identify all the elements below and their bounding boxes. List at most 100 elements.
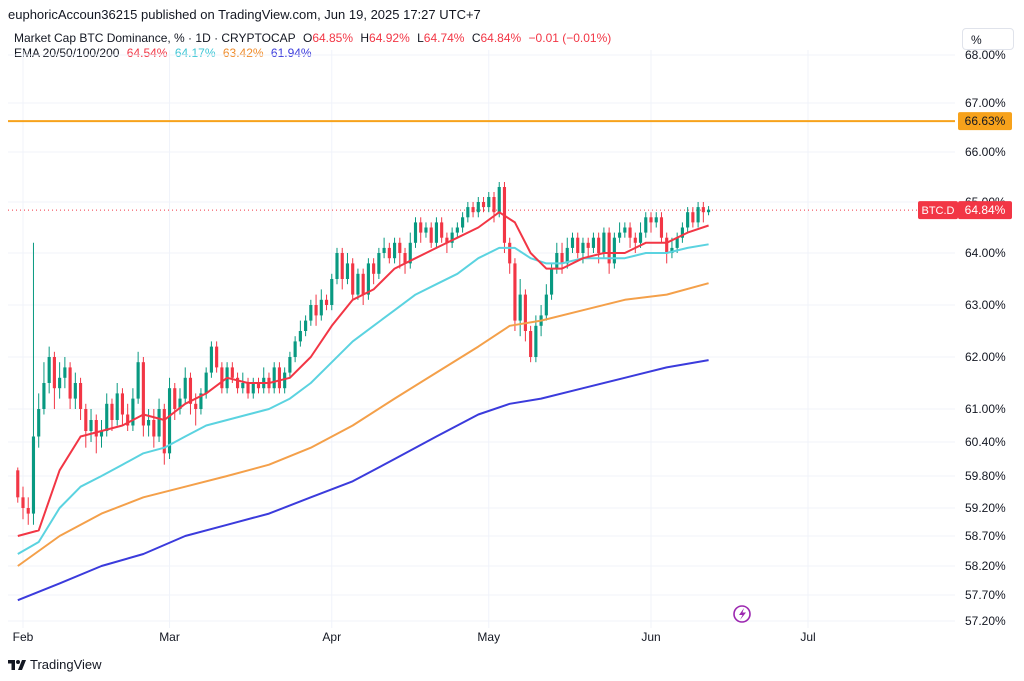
y-tick-label: 57.20% — [965, 614, 1006, 628]
candle-body — [147, 420, 151, 426]
candle-body — [58, 377, 62, 389]
candle-body — [518, 294, 522, 321]
candle-body — [309, 305, 313, 321]
legend-ema100: 63.42% — [222, 46, 264, 60]
candle-body — [691, 212, 695, 223]
candle-body — [481, 202, 486, 208]
ema200-line — [17, 359, 709, 602]
candle-body — [450, 232, 454, 243]
legend-ema50: 64.17% — [174, 46, 216, 60]
horizontal-line-group — [8, 120, 955, 211]
candle-body — [602, 232, 606, 253]
candle-body — [178, 398, 182, 409]
candle-body — [47, 357, 51, 383]
candle-body — [21, 497, 25, 508]
x-tick-label: Feb — [13, 630, 34, 644]
symbol-tag: BTC.D — [922, 205, 955, 217]
candle-body — [31, 436, 36, 514]
candle-body — [471, 207, 475, 213]
candle-body — [63, 367, 67, 378]
candle-body — [544, 294, 548, 316]
candle-body — [497, 187, 501, 213]
candle-body — [659, 217, 664, 238]
legend-h-value: 64.92% — [369, 31, 410, 45]
candle-body — [633, 237, 637, 243]
candle-body — [99, 431, 104, 437]
candle-body — [654, 217, 658, 223]
last-price-tag-bg — [958, 201, 1012, 220]
candle-body — [162, 409, 166, 454]
candle-body — [534, 325, 538, 357]
candle-body — [408, 242, 412, 264]
candle-body — [680, 227, 684, 238]
flash-icon[interactable] — [733, 605, 751, 623]
candle-body — [340, 253, 344, 279]
candle-body — [115, 393, 119, 420]
candle-body — [413, 222, 418, 243]
candle-body — [466, 207, 470, 218]
candle-body — [586, 242, 590, 248]
x-tick-label: Jun — [641, 630, 660, 644]
candle-body — [555, 253, 559, 269]
candle-body — [377, 253, 381, 274]
legend-change: −0.01 (−0.01%) — [528, 31, 612, 45]
candle-body — [26, 508, 30, 514]
candle-body — [68, 367, 72, 399]
candle-body — [618, 232, 622, 238]
y-tick-label: 60.40% — [965, 435, 1006, 449]
candle-body — [565, 247, 569, 264]
y-tick-label: 58.20% — [965, 559, 1006, 573]
candle-body — [392, 242, 397, 259]
candle-body — [136, 362, 140, 399]
candle-body — [335, 253, 339, 279]
candle-body — [434, 222, 439, 243]
legend-o-label: O — [302, 31, 313, 45]
candle-body — [665, 237, 669, 253]
candle-body — [372, 263, 376, 274]
candle-body — [387, 247, 391, 259]
candle-body — [314, 305, 318, 316]
candle-body — [403, 253, 407, 264]
candle-body — [73, 383, 77, 399]
candle-body — [251, 383, 255, 394]
legend-h-label: H — [360, 31, 370, 45]
candle-body — [304, 320, 308, 331]
scale-unit-button[interactable]: % — [962, 28, 1014, 50]
ema50-line — [17, 243, 709, 555]
x-tick-label: Jul — [800, 630, 815, 644]
candle-body — [591, 237, 596, 248]
y-tick-label: 59.80% — [965, 469, 1006, 483]
candle-body — [84, 409, 88, 431]
candle-body — [686, 212, 690, 228]
candle-body — [607, 232, 611, 264]
candle-body — [560, 253, 564, 264]
candle-body — [581, 242, 585, 253]
hline-price-tag: 66.63% — [965, 114, 1006, 128]
candle-body — [94, 420, 98, 437]
candle-body — [330, 279, 334, 305]
candle-body — [706, 209, 711, 213]
candle-body — [194, 403, 198, 409]
candle-body — [345, 263, 350, 279]
y-tick-label: 66.00% — [965, 145, 1006, 159]
legend-ema-label: EMA 20/50/100/200 — [14, 46, 120, 60]
candle-body — [576, 237, 580, 253]
legend-title-row: Market Cap BTC Dominance, % · 1D · CRYPT… — [14, 31, 611, 46]
y-tick-label: 58.70% — [965, 529, 1006, 543]
y-tick-label: 57.70% — [965, 588, 1006, 602]
legend-ema200: 61.94% — [270, 46, 312, 60]
ema20-line — [17, 211, 709, 537]
x-tick-label: May — [477, 630, 500, 644]
candle-body — [78, 383, 83, 409]
candle-body — [120, 393, 125, 415]
candle-body — [612, 237, 616, 264]
candle-body — [152, 420, 156, 437]
candle-body — [445, 237, 449, 243]
y-tick-label: 64.00% — [965, 246, 1006, 260]
candle-body — [424, 227, 428, 233]
candle-body — [52, 357, 56, 389]
legend-c-label: C — [471, 31, 481, 45]
candle-body — [157, 409, 161, 437]
candle-body — [529, 331, 533, 357]
